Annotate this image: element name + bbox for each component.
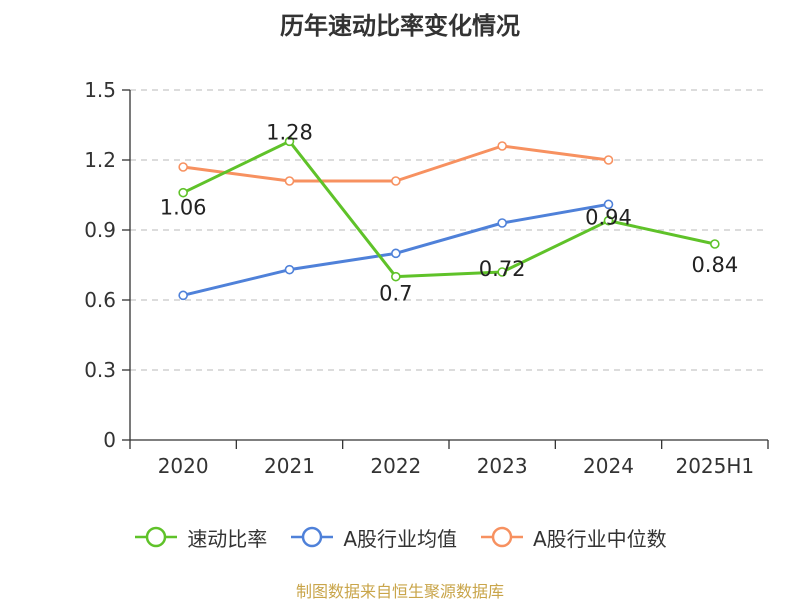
data-point-series-0: [178, 187, 188, 198]
legend-marker-series-1: [291, 526, 334, 548]
y-tick-label: 1.5: [84, 78, 116, 102]
x-tick-label: 2023: [477, 454, 528, 478]
y-tick-label: 0.9: [84, 218, 116, 242]
legend-label-series-1: A股行业均值: [343, 526, 457, 551]
x-tick-label: 2020: [158, 454, 209, 478]
legend-marker-series-2: [481, 526, 523, 548]
data-label: 0.94: [585, 206, 632, 230]
chart-title: 历年速动比率变化情况: [280, 12, 520, 40]
data-point-series-0: [497, 267, 507, 277]
legend-item-series-1[interactable]: A股行业均值: [289, 523, 457, 552]
y-tick-label: 0: [103, 428, 116, 452]
y-tick-label: 1.2: [84, 148, 116, 172]
legend: 速动比率 A股行业均值 A股行业中位数: [0, 520, 800, 554]
legend-item-series-0[interactable]: 速动比率: [133, 523, 267, 552]
legend-item-series-2[interactable]: A股行业中位数: [479, 523, 667, 552]
data-point-series-0: [710, 239, 720, 249]
series-line-0: [181, 139, 717, 279]
data-point-series-0: [391, 271, 401, 282]
data-label: 1.28: [266, 120, 313, 144]
data-point-series-1: [391, 248, 401, 259]
data-point-series-1: [284, 264, 295, 275]
legend-label-series-2: A股行业中位数: [533, 526, 667, 551]
x-tick-label: 2024: [583, 454, 634, 478]
y-tick-label: 0.3: [84, 358, 116, 382]
data-point-series-1: [497, 218, 507, 228]
data-label: 0.72: [479, 257, 526, 281]
data-point-series-1: [178, 290, 188, 301]
data-point-series-2: [603, 155, 614, 165]
data-point-series-2: [497, 141, 507, 151]
data-label: 0.84: [691, 253, 738, 277]
legend-label-series-0: 速动比率: [187, 526, 268, 551]
data-point-series-0: [284, 136, 295, 147]
data-label: 1.06: [160, 196, 207, 220]
x-tick-label: 2022: [370, 454, 421, 478]
x-tick-label: 2021: [264, 454, 315, 478]
data-point-series-2: [178, 162, 188, 172]
data-point-series-1: [603, 199, 614, 210]
data-point-series-2: [284, 176, 295, 186]
data-point-series-2: [391, 176, 401, 186]
x-tick-label: 2025H1: [675, 454, 754, 478]
data-label: 0.7: [379, 282, 412, 306]
data-point-series-0: [603, 215, 614, 226]
y-tick-label: 0.6: [84, 288, 116, 312]
source-note: 制图数据来自恒生聚源数据库: [295, 582, 504, 601]
legend-marker-series-0: [135, 526, 178, 548]
